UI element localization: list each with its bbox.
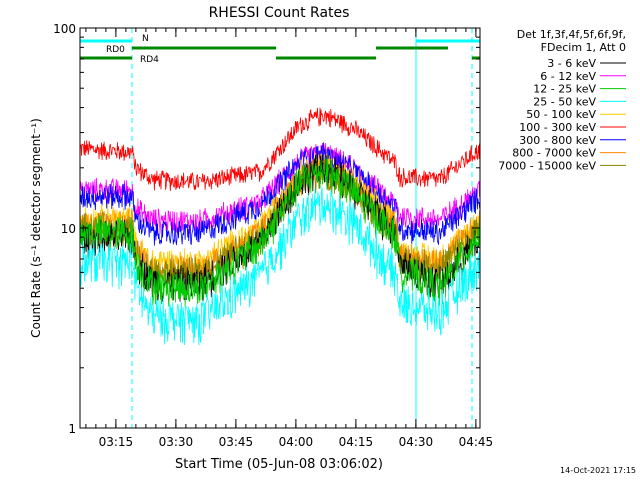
x-tick-label: 04:30 [399, 435, 434, 449]
legend-entry-label: 800 - 7000 keV [512, 147, 596, 160]
y-tick-label: 1 [68, 422, 76, 436]
legend-entry-label: 3 - 6 keV [547, 57, 596, 70]
x-axis: 03:15 03:30 03:45 04:00 04:15 04:30 04:45 [85, 28, 494, 449]
series-line-3 [79, 186, 481, 346]
legend-entry-label: 7000 - 15000 keV [498, 159, 596, 172]
legend: Det 1f,3f,4f,5f,6f,9f, FDecim 1, Att 0 3… [498, 28, 626, 172]
generation-timestamp: 14-Oct-2021 17:15 [560, 466, 636, 475]
x-axis-label: Start Time (05-Jun-08 03:06:02) [175, 457, 383, 472]
y-axis: 1 10 100 [53, 22, 480, 436]
legend-entry-label: 300 - 800 keV [519, 134, 596, 147]
legend-entry-label: 25 - 50 keV [533, 95, 596, 108]
series-line-5 [79, 107, 481, 192]
legend-entry-label: 50 - 100 keV [526, 108, 596, 121]
y-tick-label: 10 [61, 222, 76, 236]
series-line-6 [79, 142, 481, 246]
legend-entry-label: 100 - 300 keV [519, 121, 596, 134]
flag-label-rd0: RD0 [106, 45, 125, 55]
chart-title: RHESSI Count Rates [209, 5, 350, 21]
x-tick-label: 04:45 [459, 435, 494, 449]
x-tick-label: 03:30 [159, 435, 194, 449]
x-tick-label: 04:15 [339, 435, 374, 449]
legend-title-line-1: Det 1f,3f,4f,5f,6f,9f, [517, 28, 626, 41]
legend-entry-label: 6 - 12 keV [540, 70, 596, 83]
y-tick-label: 100 [53, 22, 76, 36]
series-line-2 [79, 158, 481, 307]
legend-entry-label: 12 - 25 keV [533, 83, 596, 96]
x-tick-label: 03:45 [219, 435, 254, 449]
plot-area: N RD0 RD4 [79, 28, 481, 428]
flag-label-rd4: RD4 [140, 55, 159, 65]
flag-label-n: N [142, 34, 149, 44]
legend-title-line-2: FDecim 1, Att 0 [541, 41, 626, 54]
y-axis-label: Count Rate (s⁻¹ detector segment⁻¹) [29, 118, 43, 338]
x-tick-label: 03:15 [99, 435, 134, 449]
x-tick-label: 04:00 [279, 435, 314, 449]
